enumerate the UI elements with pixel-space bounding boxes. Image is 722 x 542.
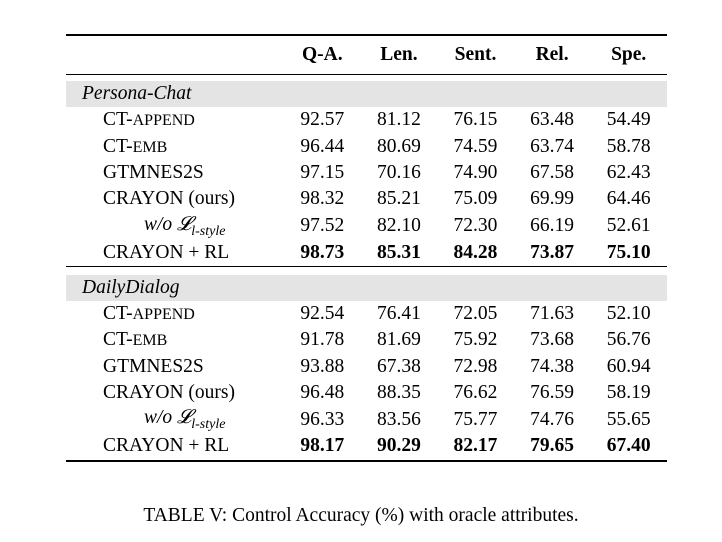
cell-sent: 75.92: [453, 329, 498, 351]
cell-len: 83.56: [376, 408, 421, 430]
section-title: Persona-Chat: [66, 81, 667, 107]
cell-len: 81.69: [376, 329, 421, 351]
cell-sent: 75.09: [453, 188, 498, 210]
cell-rel: 63.74: [530, 135, 575, 157]
cell-len: 76.41: [376, 303, 421, 325]
header-rel: Rel.: [535, 44, 569, 65]
header-len: Len.: [380, 44, 418, 65]
cell-len: 88.35: [376, 382, 421, 404]
cell-qa: 96.48: [300, 382, 345, 404]
cell-sent: 72.98: [453, 355, 498, 377]
cell-qa: 92.54: [300, 303, 345, 325]
control-accuracy-table: Q-A. Len. Sent. Rel. Spe. Persona-Chat C…: [66, 34, 667, 462]
cell-sent: 84.28: [453, 241, 498, 263]
section-header-persona-chat: Persona-Chat: [66, 81, 667, 107]
cell-rel: 74.38: [530, 355, 575, 377]
table-row: GTMNES2S 93.88 67.38 72.98 74.38 60.94: [66, 354, 667, 380]
cell-spe: 58.19: [606, 382, 651, 404]
table-row: GTMNES2S 97.15 70.16 74.90 67.58 62.43: [66, 160, 667, 186]
header-spe: Spe.: [611, 44, 647, 65]
cell-rel: 74.76: [530, 408, 575, 430]
cell-spe: 75.10: [606, 241, 651, 263]
cell-qa: 92.57: [300, 109, 345, 131]
cell-len: 85.21: [376, 188, 421, 210]
cell-sent: 76.15: [453, 109, 498, 131]
cell-rel: 73.68: [530, 329, 575, 351]
cell-rel: 66.19: [530, 215, 575, 236]
cell-spe: 60.94: [606, 355, 651, 377]
cell-qa: 93.88: [300, 355, 345, 377]
cell-sent: 75.77: [453, 408, 498, 430]
cell-rel: 63.48: [530, 109, 575, 131]
cell-len: 67.38: [376, 355, 421, 377]
header-qa: Q-A.: [301, 44, 343, 65]
cell-sent: 82.17: [453, 435, 498, 457]
table-row-best: CRAYON + RL 98.17 90.29 82.17 79.65 67.4…: [66, 433, 667, 461]
cell-qa: 97.15: [300, 161, 345, 183]
table-row: CRAYON (ours) 96.48 88.35 76.62 76.59 58…: [66, 380, 667, 406]
cell-qa: 96.44: [300, 135, 345, 157]
cell-sent: 76.62: [453, 382, 498, 404]
cell-qa: 91.78: [300, 329, 345, 351]
cell-len: 85.31: [376, 241, 421, 263]
cell-spe: 54.49: [606, 109, 651, 131]
cell-qa: 98.73: [300, 241, 345, 263]
method-name: GTMNES2S: [103, 355, 204, 377]
table-row: CT-EMB 96.44 80.69 74.59 63.74 58.78: [66, 133, 667, 159]
cell-sent: 74.90: [453, 161, 498, 183]
cell-spe: 58.78: [606, 135, 651, 157]
header-sent: Sent.: [454, 44, 497, 65]
method-name: CT-APPEND: [103, 303, 195, 325]
method-name: GTMNES2S: [103, 161, 204, 183]
section-title: DailyDialog: [66, 274, 667, 301]
table-row-best: CRAYON + RL 98.73 85.31 84.28 73.87 75.1…: [66, 239, 667, 266]
table-row: CT-EMB 91.78 81.69 75.92 73.68 56.76: [66, 327, 667, 353]
method-name: CRAYON (ours): [103, 382, 235, 404]
header-method: [66, 35, 284, 75]
method-name: CT-EMB: [103, 329, 168, 351]
table-row: CT-APPEND 92.57 81.12 76.15 63.48 54.49: [66, 107, 667, 133]
cell-rel: 67.58: [530, 161, 575, 183]
cell-len: 81.12: [376, 109, 421, 131]
cell-spe: 64.46: [606, 188, 651, 210]
cell-sent: 72.05: [453, 303, 498, 325]
cell-spe: 52.10: [606, 303, 651, 325]
section-header-dailydialog: DailyDialog: [66, 274, 667, 301]
method-name: CT-EMB: [103, 135, 168, 157]
cell-len: 80.69: [376, 135, 421, 157]
table-row: w/o 𝓛l-style 96.33 83.56 75.77 74.76 55.…: [66, 406, 667, 433]
table-row: CT-APPEND 92.54 76.41 72.05 71.63 52.10: [66, 301, 667, 327]
table-row: CRAYON (ours) 98.32 85.21 75.09 69.99 64…: [66, 186, 667, 212]
header-row: Q-A. Len. Sent. Rel. Spe.: [66, 35, 667, 75]
cell-spe: 62.43: [606, 161, 651, 183]
cell-len: 70.16: [376, 161, 421, 183]
method-name: CRAYON (ours): [103, 188, 235, 210]
cell-rel: 76.59: [530, 382, 575, 404]
cell-spe: 67.40: [606, 435, 651, 457]
method-name: CT-APPEND: [103, 109, 195, 131]
method-name-ablation: w/o 𝓛l-style: [144, 407, 226, 433]
table-caption: TABLE V: Control Accuracy (%) with oracl…: [143, 505, 579, 526]
cell-rel: 69.99: [530, 188, 575, 210]
cell-qa: 97.52: [300, 215, 345, 236]
method-name: CRAYON + RL: [103, 241, 230, 263]
cell-qa: 98.17: [300, 435, 345, 457]
table-row: w/o 𝓛l-style 97.52 82.10 72.30 66.19 52.…: [66, 213, 667, 240]
cell-rel: 71.63: [530, 303, 575, 325]
cell-len: 82.10: [376, 215, 421, 236]
method-name-ablation: w/o 𝓛l-style: [144, 213, 226, 239]
cell-sent: 74.59: [453, 135, 498, 157]
cell-sent: 72.30: [453, 215, 498, 236]
cell-qa: 98.32: [300, 188, 345, 210]
results-table-container: Q-A. Len. Sent. Rel. Spe. Persona-Chat C…: [66, 34, 667, 462]
cell-qa: 96.33: [300, 408, 345, 430]
cell-spe: 56.76: [606, 329, 651, 351]
method-name: CRAYON + RL: [103, 435, 230, 457]
cell-spe: 55.65: [606, 408, 651, 430]
cell-len: 90.29: [376, 435, 421, 457]
cell-rel: 79.65: [530, 435, 575, 457]
cell-rel: 73.87: [530, 241, 575, 263]
cell-spe: 52.61: [606, 215, 651, 236]
